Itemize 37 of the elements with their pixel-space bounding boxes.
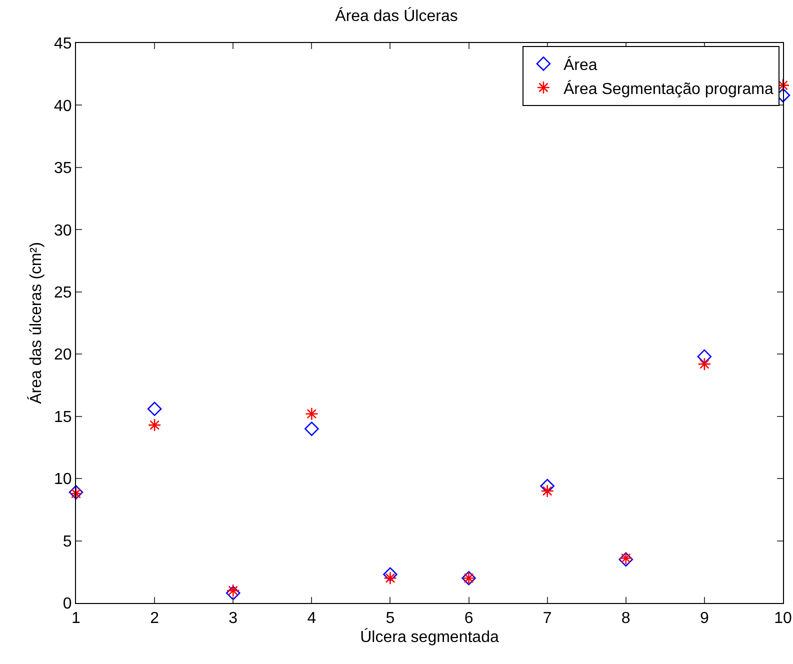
y-tick-label: 0 [62, 596, 72, 613]
x-tick-label: 7 [542, 610, 552, 628]
y-tick-label: 5 [62, 533, 72, 550]
x-tick-label: 2 [150, 610, 160, 628]
y-tick-label: 10 [54, 471, 72, 488]
x-tick-label: 3 [228, 610, 238, 628]
point [226, 586, 240, 600]
point [540, 478, 554, 494]
point [383, 567, 398, 582]
x-tick-label: 9 [700, 610, 709, 628]
x-tick-label: 5 [386, 610, 395, 628]
y-tick-label: 35 [54, 160, 72, 178]
point [148, 418, 162, 432]
point [384, 571, 397, 585]
y-tick-label: 20 [54, 346, 72, 364]
y-tick-label: 40 [54, 98, 72, 115]
point [304, 422, 319, 436]
chart-title: Área das Úlceras [335, 7, 458, 26]
y-tick-label: 30 [54, 222, 72, 240]
legend-label: Área Segmentação programa [563, 80, 774, 98]
y-tick-label: 15 [54, 408, 72, 426]
x-tick-label: 6 [464, 610, 474, 628]
point [305, 407, 318, 420]
point [698, 357, 712, 371]
legend-label: Área [563, 56, 598, 74]
x-tick-label: 4 [307, 610, 316, 628]
point [697, 349, 712, 364]
x-axis-title: Úlcera segmentada [360, 628, 499, 646]
y-tick-label: 45 [54, 36, 72, 53]
y-axis-title: Área das úlceras (cm²) [26, 242, 45, 404]
point [226, 584, 240, 598]
x-tick-label: 1 [72, 610, 81, 628]
x-tick-label: 10 [774, 610, 792, 628]
x-tick-label: 8 [621, 610, 630, 628]
point [540, 484, 554, 498]
point [147, 402, 162, 416]
y-tick-label: 25 [54, 284, 72, 302]
